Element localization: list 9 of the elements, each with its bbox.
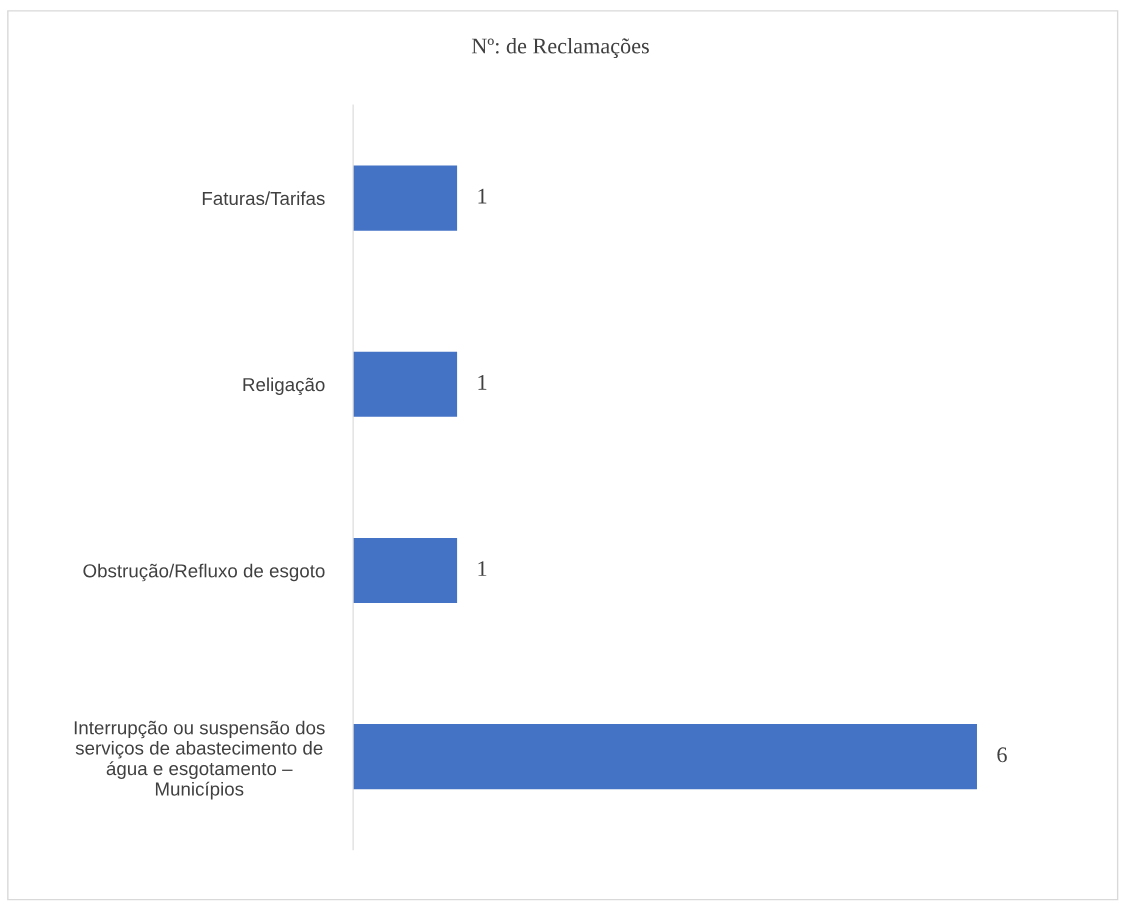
y-tick-label: Obstrução/Refluxo de esgoto [83, 563, 325, 582]
y-tick-label: Faturas/Tarifas [202, 191, 325, 206]
data-label: 6 [997, 747, 1007, 763]
data-label: 1 [478, 188, 487, 204]
chart-title: Nº: de Reclamações [471, 37, 649, 59]
y-tick-label: Religação [243, 377, 325, 396]
y-tick-label: Interrupção ou suspensão dos serviços de abastecimento de água e esgotamento – Municípios [74, 720, 325, 800]
data-label: 1 [478, 374, 487, 390]
data-label: 1 [478, 561, 487, 576]
